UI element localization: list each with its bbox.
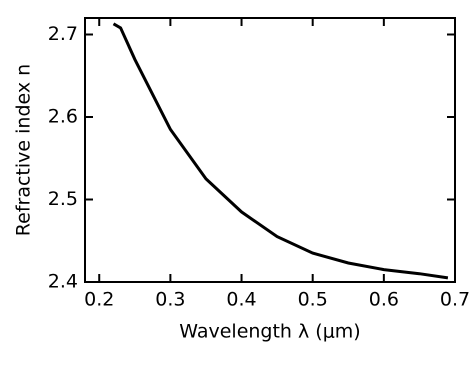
y-axis-label: Refractive index n [13, 64, 35, 236]
plot-frame [84, 17, 456, 283]
x-tick-label: 0.5 [298, 289, 328, 311]
y-tick-label: 2.6 [48, 106, 78, 128]
x-tick-label: 0.4 [226, 289, 256, 311]
x-axis-label: Wavelength λ (μm) [179, 321, 360, 343]
x-tick-label: 0.7 [440, 289, 470, 311]
x-tick-label: 0.3 [155, 289, 185, 311]
y-tick-label: 2.4 [48, 271, 78, 293]
y-tick-label: 2.7 [48, 23, 78, 45]
y-tick-label: 2.5 [48, 188, 78, 210]
x-tick-label: 0.2 [84, 289, 114, 311]
x-tick-label: 0.6 [369, 289, 399, 311]
data-line [112, 22, 449, 280]
